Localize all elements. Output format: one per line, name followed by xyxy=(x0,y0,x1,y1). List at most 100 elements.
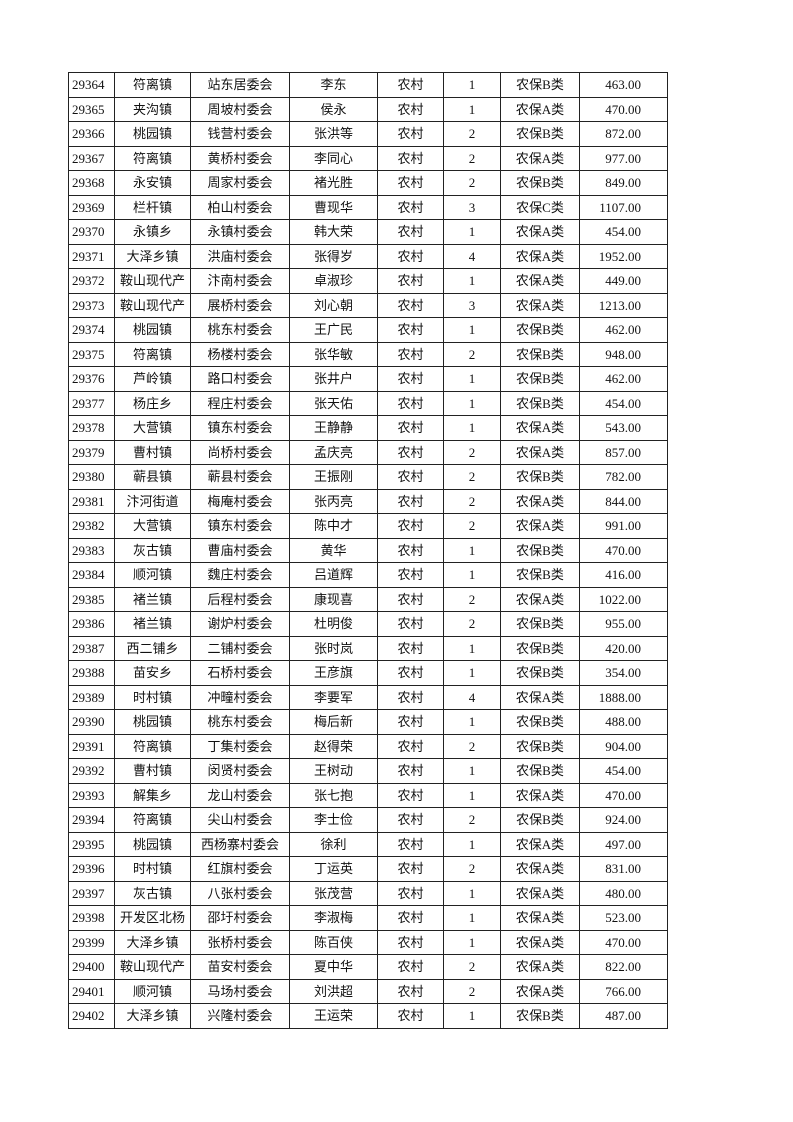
household-count-cell: 2 xyxy=(443,807,501,833)
insurance-category-cell: 农保B类 xyxy=(500,170,580,196)
table-row: 29370 永镇乡 永镇村委会 韩大荣 农村 1 农保A类 454.00 xyxy=(68,219,668,245)
area-type-cell: 农村 xyxy=(377,219,444,245)
household-count-cell: 2 xyxy=(443,733,501,759)
name-cell: 陈中才 xyxy=(289,513,378,539)
village-committee-cell: 曹庙村委会 xyxy=(190,537,290,563)
household-count-cell: 1 xyxy=(443,562,501,588)
area-type-cell: 农村 xyxy=(377,1003,444,1029)
village-committee-cell: 邵圩村委会 xyxy=(190,905,290,931)
town-cell: 鞍山现代产 xyxy=(114,954,191,980)
area-type-cell: 农村 xyxy=(377,439,444,465)
record-id-cell: 29389 xyxy=(68,684,115,710)
record-id-cell: 29388 xyxy=(68,660,115,686)
area-type-cell: 农村 xyxy=(377,831,444,857)
insurance-category-cell: 农保B类 xyxy=(500,611,580,637)
record-id-cell: 29382 xyxy=(68,513,115,539)
record-id-cell: 29370 xyxy=(68,219,115,245)
name-cell: 刘洪超 xyxy=(289,978,378,1004)
amount-cell: 782.00 xyxy=(579,464,668,490)
household-count-cell: 2 xyxy=(443,978,501,1004)
town-cell: 桃园镇 xyxy=(114,121,191,147)
area-type-cell: 农村 xyxy=(377,954,444,980)
village-committee-cell: 张桥村委会 xyxy=(190,929,290,955)
record-id-cell: 29401 xyxy=(68,978,115,1004)
town-cell: 大营镇 xyxy=(114,513,191,539)
household-count-cell: 2 xyxy=(443,513,501,539)
area-type-cell: 农村 xyxy=(377,292,444,318)
town-cell: 曹村镇 xyxy=(114,758,191,784)
village-committee-cell: 后程村委会 xyxy=(190,586,290,612)
village-committee-cell: 魏庄村委会 xyxy=(190,562,290,588)
record-id-cell: 29397 xyxy=(68,880,115,906)
name-cell: 徐利 xyxy=(289,831,378,857)
town-cell: 鞍山现代产 xyxy=(114,268,191,294)
record-id-cell: 29374 xyxy=(68,317,115,343)
amount-cell: 904.00 xyxy=(579,733,668,759)
name-cell: 康现喜 xyxy=(289,586,378,612)
record-id-cell: 29369 xyxy=(68,194,115,220)
amount-cell: 977.00 xyxy=(579,145,668,171)
table-row: 29385 褚兰镇 后程村委会 康现喜 农村 2 农保A类 1022.00 xyxy=(68,586,668,612)
table-row: 29394 符离镇 尖山村委会 李士俭 农村 2 农保B类 924.00 xyxy=(68,807,668,833)
name-cell: 李淑梅 xyxy=(289,905,378,931)
town-cell: 桃园镇 xyxy=(114,709,191,735)
town-cell: 灰古镇 xyxy=(114,537,191,563)
table-row: 29393 解集乡 龙山村委会 张七抱 农村 1 农保A类 470.00 xyxy=(68,782,668,808)
record-id-cell: 29379 xyxy=(68,439,115,465)
insurance-category-cell: 农保A类 xyxy=(500,856,580,882)
table-row: 29390 桃园镇 桃东村委会 梅后新 农村 1 农保B类 488.00 xyxy=(68,709,668,735)
record-id-cell: 29399 xyxy=(68,929,115,955)
town-cell: 曹村镇 xyxy=(114,439,191,465)
area-type-cell: 农村 xyxy=(377,905,444,931)
record-id-cell: 29371 xyxy=(68,243,115,269)
record-id-cell: 29398 xyxy=(68,905,115,931)
amount-cell: 470.00 xyxy=(579,537,668,563)
record-id-cell: 29375 xyxy=(68,341,115,367)
village-committee-cell: 周坡村委会 xyxy=(190,96,290,122)
amount-cell: 831.00 xyxy=(579,856,668,882)
town-cell: 解集乡 xyxy=(114,782,191,808)
amount-cell: 470.00 xyxy=(579,96,668,122)
household-count-cell: 1 xyxy=(443,831,501,857)
village-committee-cell: 汴南村委会 xyxy=(190,268,290,294)
table-row: 29375 符离镇 杨楼村委会 张华敏 农村 2 农保B类 948.00 xyxy=(68,341,668,367)
town-cell: 大泽乡镇 xyxy=(114,1003,191,1029)
town-cell: 符离镇 xyxy=(114,72,191,98)
village-committee-cell: 洪庙村委会 xyxy=(190,243,290,269)
name-cell: 张丙亮 xyxy=(289,488,378,514)
area-type-cell: 农村 xyxy=(377,96,444,122)
table-row: 29384 顺河镇 魏庄村委会 吕道辉 农村 1 农保B类 416.00 xyxy=(68,562,668,588)
table-row: 29368 永安镇 周家村委会 褚光胜 农村 2 农保B类 849.00 xyxy=(68,170,668,196)
table-row: 29386 褚兰镇 谢炉村委会 杜明俊 农村 2 农保B类 955.00 xyxy=(68,611,668,637)
town-cell: 时村镇 xyxy=(114,684,191,710)
record-id-cell: 29384 xyxy=(68,562,115,588)
household-count-cell: 2 xyxy=(443,954,501,980)
village-committee-cell: 谢炉村委会 xyxy=(190,611,290,637)
town-cell: 苗安乡 xyxy=(114,660,191,686)
name-cell: 黄华 xyxy=(289,537,378,563)
area-type-cell: 农村 xyxy=(377,660,444,686)
village-committee-cell: 杨楼村委会 xyxy=(190,341,290,367)
insurance-category-cell: 农保A类 xyxy=(500,488,580,514)
table-row: 29395 桃园镇 西杨寨村委会 徐利 农村 1 农保A类 497.00 xyxy=(68,831,668,857)
name-cell: 张茂营 xyxy=(289,880,378,906)
area-type-cell: 农村 xyxy=(377,194,444,220)
record-id-cell: 29387 xyxy=(68,635,115,661)
table-row: 29377 杨庄乡 程庄村委会 张天佑 农村 1 农保B类 454.00 xyxy=(68,390,668,416)
household-count-cell: 1 xyxy=(443,390,501,416)
household-count-cell: 2 xyxy=(443,121,501,147)
insurance-category-cell: 农保B类 xyxy=(500,635,580,661)
household-count-cell: 4 xyxy=(443,243,501,269)
name-cell: 陈百侠 xyxy=(289,929,378,955)
table-row: 29366 桃园镇 钱营村委会 张洪等 农村 2 农保B类 872.00 xyxy=(68,121,668,147)
amount-cell: 480.00 xyxy=(579,880,668,906)
household-count-cell: 3 xyxy=(443,292,501,318)
town-cell: 蕲县镇 xyxy=(114,464,191,490)
insurance-category-cell: 农保B类 xyxy=(500,758,580,784)
table-row: 29398 开发区北杨 邵圩村委会 李淑梅 农村 1 农保A类 523.00 xyxy=(68,905,668,931)
town-cell: 褚兰镇 xyxy=(114,586,191,612)
village-committee-cell: 八张村委会 xyxy=(190,880,290,906)
table-row: 29372 鞍山现代产 汴南村委会 卓淑珍 农村 1 农保A类 449.00 xyxy=(68,268,668,294)
area-type-cell: 农村 xyxy=(377,782,444,808)
village-committee-cell: 龙山村委会 xyxy=(190,782,290,808)
